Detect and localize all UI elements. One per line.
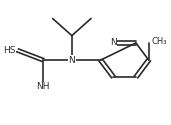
Text: NH: NH <box>36 82 50 91</box>
Text: HS: HS <box>3 46 16 55</box>
Text: N: N <box>110 38 117 48</box>
Text: N: N <box>68 56 75 64</box>
Text: CH₃: CH₃ <box>152 37 167 46</box>
